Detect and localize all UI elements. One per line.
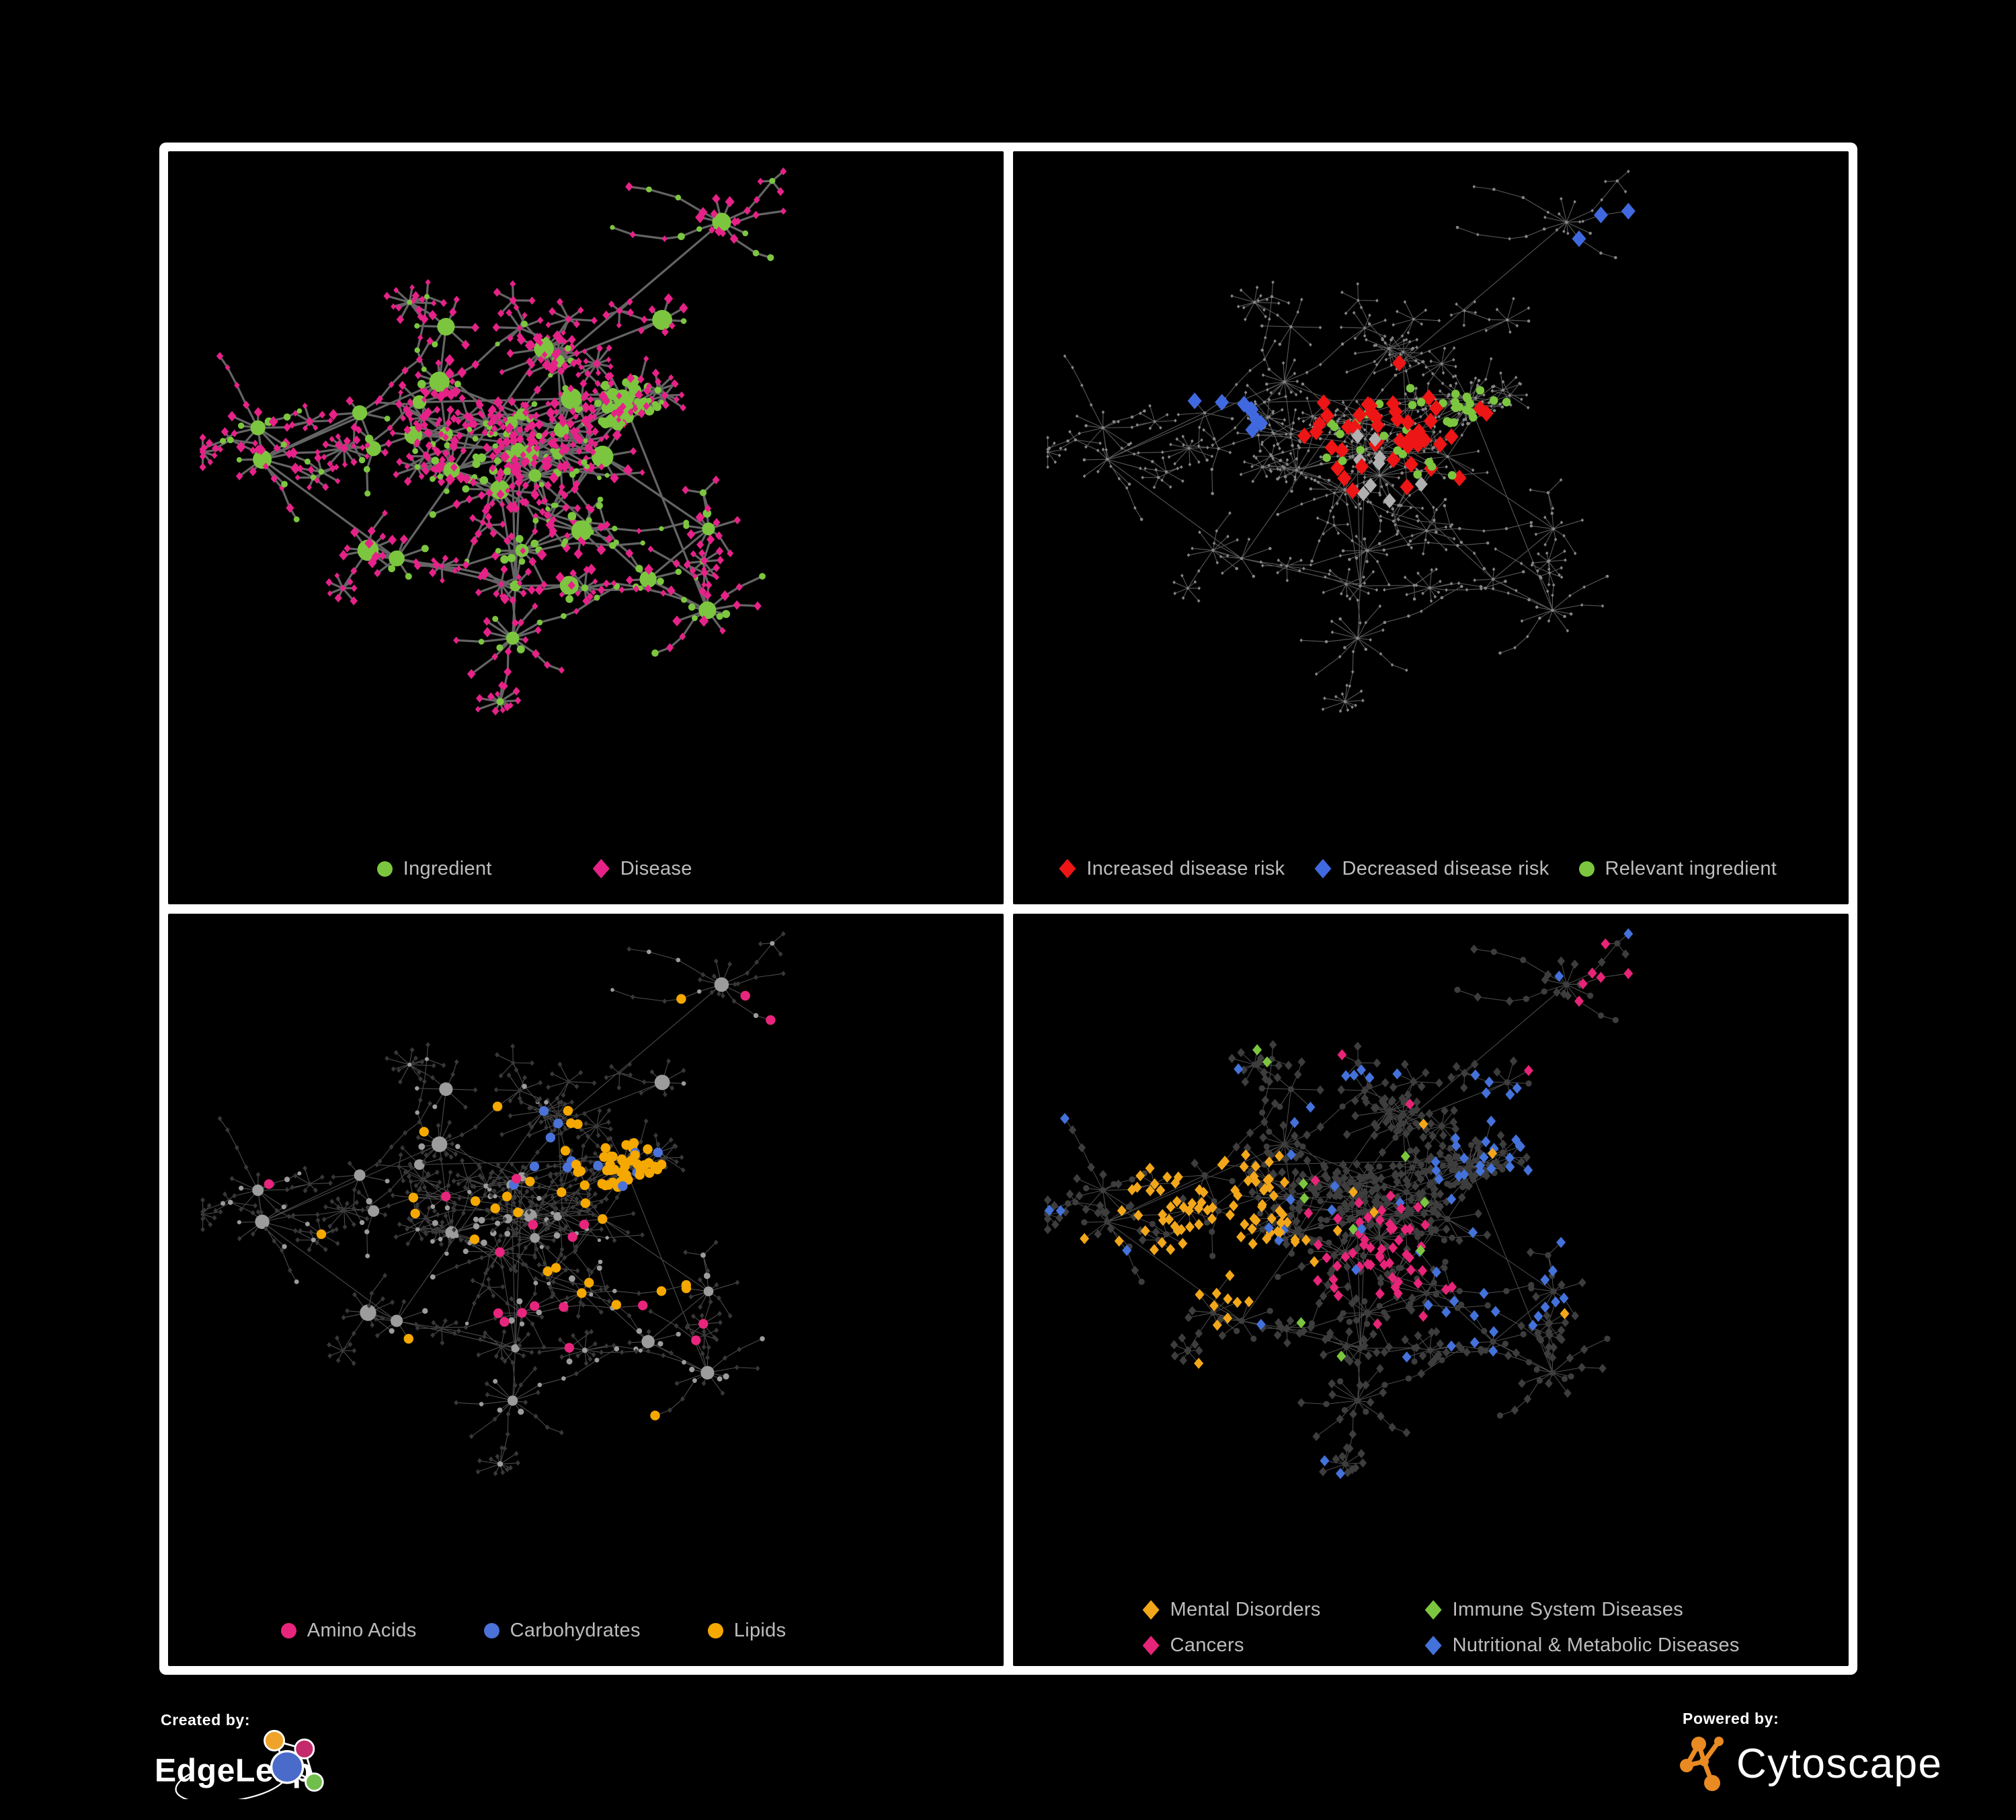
legend-label-carbohydrates: Carbohydrates xyxy=(510,1620,641,1641)
ingredient-legend-marker-icon xyxy=(376,861,393,877)
legend-label-mental-disorders: Mental Disorders xyxy=(1170,1599,1321,1620)
cytoscape-brand-text: Cytoscape xyxy=(1736,1741,1942,1787)
legend-label-disease: Disease xyxy=(620,857,692,879)
panel-disease-classes: Mental Disorders Immune System Diseases … xyxy=(1013,913,1849,1666)
legend-item-decreased-risk: Decreased disease risk xyxy=(1314,857,1549,880)
disease-legend-marker-icon xyxy=(592,859,610,879)
disease-risk-network-graph xyxy=(1046,169,1636,713)
cytoscape-logo-icon: Cytoscape xyxy=(1680,1737,1942,1791)
relevant-ingredient-legend-marker-icon xyxy=(1578,861,1595,877)
nutrient-classes-network-graph xyxy=(200,931,786,1476)
legend-ingredient-disease: Ingredient Disease xyxy=(168,858,1004,880)
increased-risk-legend-marker-icon xyxy=(1059,859,1076,879)
legend-label-amino-acids: Amino Acids xyxy=(307,1620,417,1641)
panel-nutrient-classes: Amino Acids Carbohydrates Lipids xyxy=(168,913,1004,1666)
legend-label-relevant-ingredient: Relevant ingredient xyxy=(1605,857,1777,879)
panel-grid: Ingredient Disease Increased disease ris… xyxy=(159,143,1857,1675)
panel-ingredient-disease: Ingredient Disease xyxy=(168,151,1004,904)
amino-acids-legend-marker-icon xyxy=(280,1623,296,1638)
created-by-label: Created by: xyxy=(161,1711,251,1729)
immune-diseases-legend-marker-icon xyxy=(1424,1600,1442,1620)
legend-item-nutritional-metabolic: Nutritional & Metabolic Diseases xyxy=(1424,1634,1740,1657)
nutritional-metabolic-legend-marker-icon xyxy=(1424,1636,1442,1655)
legend-disease-classes: Mental Disorders Immune System Diseases … xyxy=(1142,1599,1740,1657)
carbohydrates-legend-marker-icon xyxy=(483,1623,499,1638)
legend-nutrient-classes: Amino Acids Carbohydrates Lipids xyxy=(168,1620,1004,1642)
legend-item-ingredient: Ingredient xyxy=(376,857,492,880)
legend-item-amino-acids: Amino Acids xyxy=(280,1620,417,1642)
legend-disease-risk: Increased disease risk Decreased disease… xyxy=(1013,858,1849,880)
legend-label-lipids: Lipids xyxy=(733,1620,787,1641)
legend-label-cancers: Cancers xyxy=(1170,1634,1244,1656)
legend-item-immune-diseases: Immune System Diseases xyxy=(1424,1599,1740,1621)
legend-label-increased-risk: Increased disease risk xyxy=(1086,857,1285,879)
decreased-risk-legend-marker-icon xyxy=(1314,859,1332,879)
legend-item-disease: Disease xyxy=(592,857,692,880)
edgeleap-logo-icon: EdgeLeap xyxy=(155,1730,324,1799)
legend-item-mental-disorders: Mental Disorders xyxy=(1142,1599,1385,1621)
legend-label-immune-diseases: Immune System Diseases xyxy=(1452,1599,1684,1620)
legend-item-relevant-ingredient: Relevant ingredient xyxy=(1578,857,1777,880)
legend-label-decreased-risk: Decreased disease risk xyxy=(1342,857,1549,879)
legend-item-carbohydrates: Carbohydrates xyxy=(483,1620,641,1642)
legend-item-cancers: Cancers xyxy=(1142,1634,1385,1657)
powered-by-label: Powered by: xyxy=(1683,1710,1779,1727)
disease-classes-network-graph xyxy=(1043,928,1634,1479)
legend-label-ingredient: Ingredient xyxy=(403,857,492,879)
cancers-legend-marker-icon xyxy=(1142,1636,1160,1655)
legend-item-increased-risk: Increased disease risk xyxy=(1059,858,1285,880)
legend-label-nutritional-metabolic: Nutritional & Metabolic Diseases xyxy=(1452,1634,1740,1656)
panel-disease-risk: Increased disease risk Decreased disease… xyxy=(1013,151,1849,904)
lipids-legend-marker-icon xyxy=(707,1623,723,1638)
ingredient-disease-network-graph xyxy=(199,167,787,716)
mental-disorders-legend-marker-icon xyxy=(1142,1600,1160,1620)
legend-item-lipids: Lipids xyxy=(707,1620,787,1642)
